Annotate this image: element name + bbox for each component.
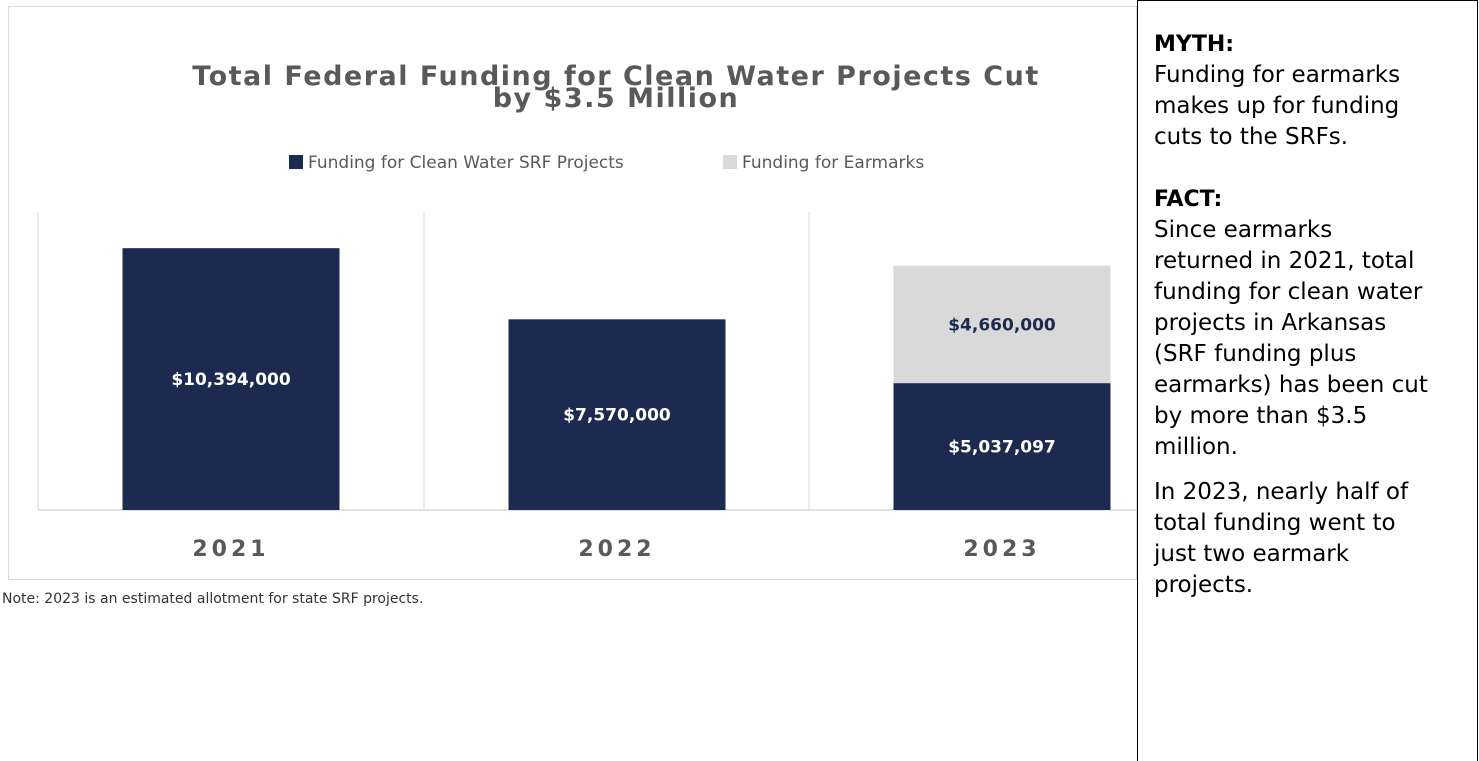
chart-note: Note: 2023 is an estimated allotment for… xyxy=(2,591,423,607)
legend-label-srf: Funding for Clean Water SRF Projects xyxy=(308,153,624,173)
fact-line: Since earmarks xyxy=(1154,215,1477,246)
fact-line: projects in Arkansas xyxy=(1154,308,1477,339)
extra-line: projects. xyxy=(1154,570,1477,601)
fact-line: (SRF funding plus xyxy=(1154,339,1477,370)
myth-line: Funding for earmarks xyxy=(1154,60,1477,91)
x-tick-label-2021: 2021 xyxy=(192,537,269,562)
myth-heading: MYTH: xyxy=(1154,29,1477,60)
plot-area: $10,394,000 2021 $7,570,000 2022 $5,037,097 $… xyxy=(38,212,1136,562)
fact-line: earmarks) has been cut xyxy=(1154,370,1477,401)
fact-line: million. xyxy=(1154,432,1477,463)
extra-line: total funding went to xyxy=(1154,508,1477,539)
fact-line: funding for clean water xyxy=(1154,277,1477,308)
myth-fact-panel: MYTH: Funding for earmarks makes up for … xyxy=(1137,0,1478,761)
chart-svg: Total Federal Funding for Clean Water Pr… xyxy=(9,7,1136,579)
extra-line: just two earmark xyxy=(1154,539,1477,570)
myth-line: cuts to the SRFs. xyxy=(1154,122,1477,153)
bar-label-srf-2022: $7,570,000 xyxy=(563,406,671,426)
fact-line: by more than $3.5 xyxy=(1154,401,1477,432)
x-tick-label-2023: 2023 xyxy=(963,537,1040,562)
extra-line: In 2023, nearly half of xyxy=(1154,477,1477,508)
legend-swatch-srf xyxy=(289,155,303,169)
legend-swatch-earmarks xyxy=(723,155,737,169)
fact-line: returned in 2021, total xyxy=(1154,246,1477,277)
chart-title-line-2: by $3.5 Million xyxy=(493,83,740,114)
chart-frame: Total Federal Funding for Clean Water Pr… xyxy=(8,6,1137,580)
bar-label-srf-2021: $10,394,000 xyxy=(171,370,291,390)
bar-label-srf-2023: $5,037,097 xyxy=(948,438,1056,458)
x-tick-label-2022: 2022 xyxy=(578,537,655,562)
legend-label-earmarks: Funding for Earmarks xyxy=(742,153,924,173)
myth-line: makes up for funding xyxy=(1154,91,1477,122)
fact-heading: FACT: xyxy=(1154,184,1477,215)
bar-label-earmarks-2023: $4,660,000 xyxy=(948,315,1056,335)
